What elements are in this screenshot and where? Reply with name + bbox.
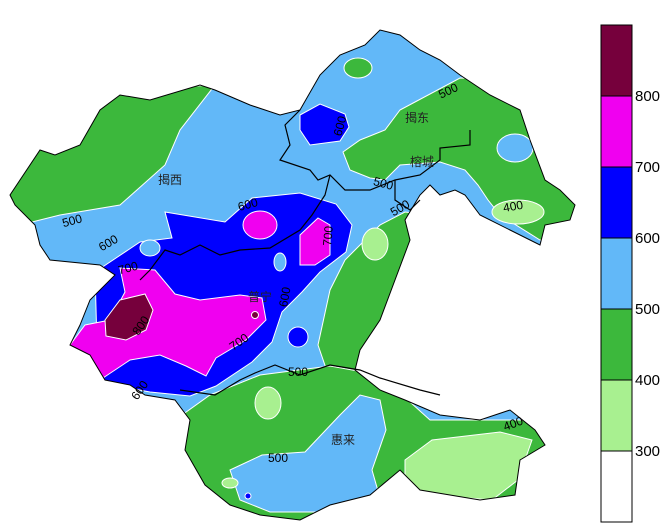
colorbar-label: 300 <box>635 443 660 460</box>
contour-label: 700 <box>320 225 336 246</box>
band-700-800 <box>69 267 267 381</box>
band-600-700-north <box>299 103 350 146</box>
city-label-rongcheng: 榕城 <box>410 154 434 169</box>
band-300-400-patch <box>491 199 545 225</box>
contour-label: 500 <box>268 451 288 465</box>
city-label-jiedong: 揭东 <box>405 110 429 125</box>
band-700-800-patch <box>242 210 278 240</box>
contour-label: 600 <box>236 195 259 214</box>
band-500-600-patch <box>273 252 287 272</box>
contour-label: 400 <box>502 198 524 215</box>
colorbar-swatch <box>600 166 633 239</box>
city-label-huilai: 惠来 <box>331 433 355 447</box>
colorbar-label: 600 <box>635 230 660 247</box>
band-600-700-patch <box>244 492 252 500</box>
contour-label: 500 <box>288 365 308 379</box>
contour-label: 600 <box>331 114 350 137</box>
colorbar: 800 700 600 500 400 300 <box>600 24 660 523</box>
band-above-800 <box>104 293 154 341</box>
colorbar-label: 400 <box>635 372 660 389</box>
band-500-600-huilai <box>229 394 387 513</box>
contour-label: 400 <box>501 414 525 434</box>
band-500-600-patch <box>139 239 161 257</box>
band-300-400-patch <box>254 386 282 420</box>
city-label-puning: 普宁 <box>248 289 272 304</box>
band-400-500-north-patch <box>343 57 373 79</box>
band-700-800-patch <box>299 217 331 266</box>
contour-label: 500 <box>372 174 395 193</box>
band-400-500-northeast <box>342 77 575 241</box>
city-label-jiexi: 揭西 <box>158 172 182 187</box>
colorbar-swatch <box>600 308 633 381</box>
band-600-700-patch <box>287 326 309 348</box>
colorbar-label: 700 <box>635 159 660 176</box>
rainfall-fill <box>10 30 575 520</box>
colorbar-swatch <box>600 24 633 97</box>
contour-label: 500 <box>61 211 84 230</box>
colorbar-label: 800 <box>635 88 660 105</box>
colorbar-label: 500 <box>635 301 660 318</box>
band-300-400-patch <box>361 227 389 261</box>
colorbar-swatch <box>600 237 633 310</box>
contour-label: 600 <box>276 286 293 308</box>
colorbar-swatch <box>600 95 633 168</box>
band-300-400-patch <box>221 477 239 489</box>
band-500-600-east-patch <box>496 133 534 163</box>
city-labels: 揭西 揭东 榕城 普宁 惠来 <box>158 110 434 447</box>
band-above-800-patch <box>251 311 259 319</box>
contour-label: 700 <box>117 259 140 278</box>
colorbar-swatch <box>600 450 633 523</box>
county-borders <box>139 109 471 396</box>
colorbar-swatch <box>600 379 633 452</box>
